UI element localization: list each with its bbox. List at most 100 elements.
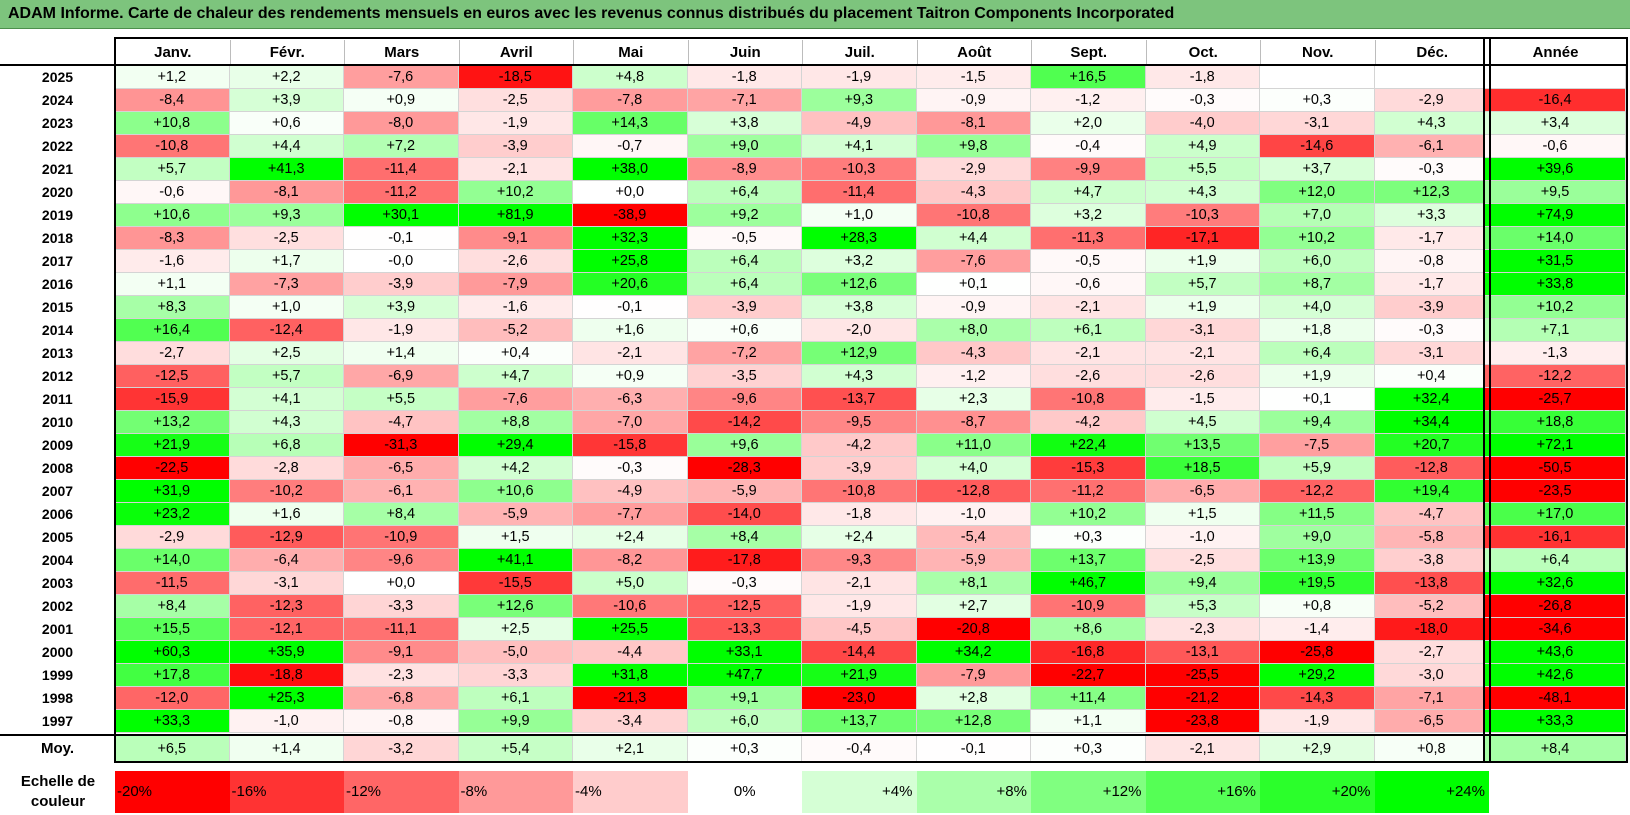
year-label: 2022 [41,138,74,154]
heatmap-cell: +11,5 [1260,503,1375,526]
annual-cell: +14,0 [1485,227,1626,250]
heatmap-cell: +6,1 [458,687,573,710]
heatmap-cell: +6,4 [1260,342,1375,365]
month-header: Oct. [1145,40,1261,65]
annual-cell: +18,8 [1485,411,1626,434]
heatmap-cell: -3,3 [344,595,459,618]
heatmap-cell: -0,9 [916,296,1031,319]
year-label: 2023 [41,115,74,131]
heatmap-cell: -1,0 [1145,526,1260,549]
heatmap-cell: -23,0 [802,687,917,710]
heatmap-cell: +32,4 [1374,388,1489,411]
heatmap-cell: -3,8 [1374,549,1489,572]
heatmap-cell: +9,6 [687,434,802,457]
average-cell: +0,3 [1031,736,1146,762]
heatmap-cell: +22,4 [1031,434,1146,457]
month-header: Nov. [1260,40,1375,65]
color-scale-swatch: 0% [687,771,802,813]
annual-cell: +6,4 [1485,549,1626,572]
heatmap-cell: +9,8 [916,135,1031,158]
heatmap-cell: +12,9 [802,342,917,365]
heatmap-cell: +3,3 [1374,204,1489,227]
heatmap-cell: -4,7 [1374,503,1489,526]
heatmap-cell: -3,1 [1260,112,1375,135]
heatmap-cell: +25,5 [573,618,688,641]
year-label: 1997 [41,713,74,729]
heatmap-cell: -1,2 [1031,89,1146,112]
heatmap-cell: +12,8 [916,710,1031,733]
heatmap-cell: -3,4 [573,710,688,733]
heatmap-cell: -0,3 [1145,89,1260,112]
heatmap-cell: -5,2 [1374,595,1489,618]
heatmap-cell: +17,8 [115,664,230,687]
heatmap-cell: -18,5 [458,66,573,89]
month-header: Août [916,40,1032,65]
heatmap-cell: -1,0 [229,710,344,733]
heatmap-cell: -2,5 [1145,549,1260,572]
heatmap-cell: +3,2 [1031,204,1146,227]
heatmap-cell: +19,4 [1374,480,1489,503]
heatmap-cell: -25,5 [1145,664,1260,687]
color-scale-swatch: +16% [1145,771,1260,813]
heatmap-cell: +33,1 [687,641,802,664]
heatmap-cell: +81,9 [458,204,573,227]
heatmap-cell: -3,5 [687,365,802,388]
heatmap-cell: +13,5 [1145,434,1260,457]
average-annual-cell: +8,4 [1485,736,1626,762]
heatmap-cell: -17,8 [687,549,802,572]
heatmap-cell: +2,0 [1031,112,1146,135]
heatmap-cell: +46,7 [1031,572,1146,595]
heatmap-cell: -2,6 [1031,365,1146,388]
heatmap-cell: -11,2 [1031,480,1146,503]
heatmap-cell: -10,2 [229,480,344,503]
heatmap-cell: +10,6 [115,204,230,227]
heatmap-cell: -10,9 [1031,595,1146,618]
heatmap-cell: +1,1 [115,273,230,296]
heatmap-cell: +1,9 [1260,365,1375,388]
heatmap-cell: -13,1 [1145,641,1260,664]
color-scale-swatch: +24% [1374,771,1489,813]
heatmap-cell: -11,4 [802,181,917,204]
annual-cell: +9,5 [1485,181,1626,204]
heatmap-cell: +4,8 [573,66,688,89]
year-label: 2001 [41,621,74,637]
legend-title: Echelle de couleur [20,773,96,810]
heatmap-cell: +0,4 [458,342,573,365]
annual-cell: +39,6 [1485,158,1626,181]
heatmap-cell: +2,2 [229,66,344,89]
year-label: 2000 [41,644,74,660]
heatmap-cell: +9,4 [1260,411,1375,434]
heatmap-cell: -0,7 [573,135,688,158]
heatmap-cell: -12,5 [115,365,230,388]
heatmap-cell: -2,7 [115,342,230,365]
heatmap-cell: -0,9 [916,89,1031,112]
heatmap-cell: +29,2 [1260,664,1375,687]
heatmap-cell: +0,1 [916,273,1031,296]
heatmap-cell: +12,6 [802,273,917,296]
heatmap-cell: -0,6 [1031,273,1146,296]
heatmap-cell: -12,8 [1374,457,1489,480]
heatmap-cell: +1,6 [573,319,688,342]
heatmap-cell: -9,5 [802,411,917,434]
heatmap-cell [1374,66,1489,89]
heatmap-cell: +8,1 [916,572,1031,595]
heatmap-cell: +13,7 [802,710,917,733]
heatmap-cell: -2,1 [573,342,688,365]
month-header: Janv. [115,40,230,65]
year-label: 2017 [41,253,74,269]
annual-cell: +43,6 [1485,641,1626,664]
heatmap-cell: +1,9 [1145,250,1260,273]
year-label: 2012 [41,368,74,384]
heatmap-cell: +11,0 [916,434,1031,457]
heatmap-cell: +5,7 [1145,273,1260,296]
heatmap-cell: +0,0 [344,572,459,595]
heatmap-cell: +1,0 [802,204,917,227]
year-label: 2018 [41,230,74,246]
average-cell: +0,3 [687,736,802,762]
heatmap-cell: +4,4 [229,135,344,158]
heatmap-cell: +21,9 [115,434,230,457]
annual-cell: -16,4 [1485,89,1626,112]
heatmap-cell: +19,5 [1260,572,1375,595]
heatmap-cell: +5,5 [1145,158,1260,181]
heatmap-cell: +8,6 [1031,618,1146,641]
